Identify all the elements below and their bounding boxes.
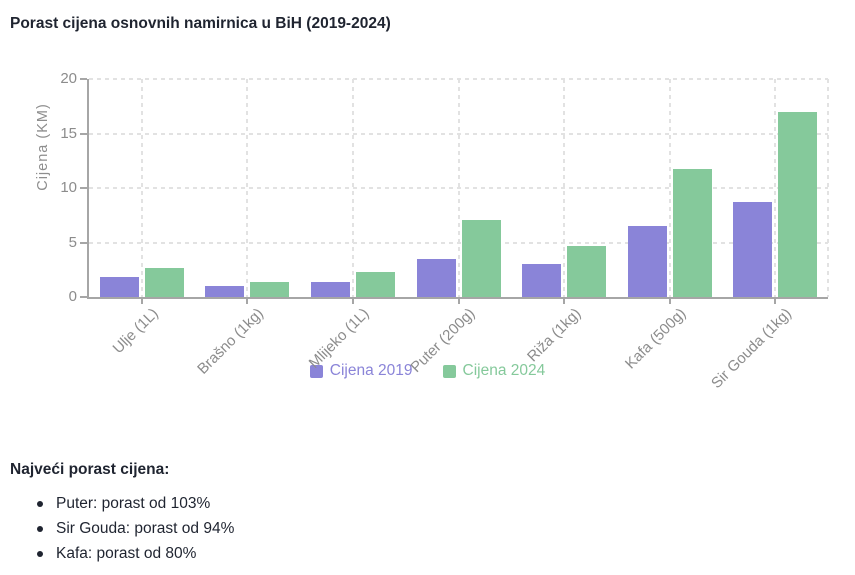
highlights-list: Puter: porast od 103% Sir Gouda: porast o… (10, 491, 234, 566)
legend-label: Cijena 2024 (462, 362, 546, 379)
v-gridline (140, 79, 143, 297)
highlight-text: Sir Gouda: porast od 94% (56, 519, 235, 537)
legend-swatch (309, 364, 323, 378)
legend-swatch (442, 364, 456, 378)
plot-area (87, 78, 829, 299)
y-tick (80, 132, 87, 135)
y-tick (80, 187, 87, 189)
x-tick (457, 299, 460, 304)
bar (144, 267, 184, 297)
y-tick-label: 0 (68, 288, 77, 305)
x-tick-label: Ulje (1L) (109, 305, 162, 358)
v-gridline (774, 79, 777, 297)
bar (522, 264, 562, 297)
bar (567, 245, 607, 297)
y-tick-label: 20 (60, 70, 77, 87)
v-gridline (351, 79, 354, 297)
bar (355, 271, 395, 297)
x-tick-label: Riža (1kg) (523, 305, 585, 366)
y-tick-label: 5 (68, 233, 77, 251)
x-tick (246, 299, 249, 304)
highlight-text: Kafa: porast od 80% (56, 544, 197, 562)
x-tick (774, 299, 777, 304)
x-tick (668, 299, 671, 304)
bar (310, 281, 350, 297)
highlight-item: Sir Gouda: porast od 94% (10, 516, 234, 541)
bullet-dot (37, 525, 43, 532)
bar-chart: Cijena (KM) Cijena 2019 Cijena 2024 0 5 10 1… (0, 70, 855, 392)
bar (778, 111, 818, 297)
bar (99, 277, 139, 297)
bullet-dot (37, 500, 43, 507)
bullet-dot (37, 550, 43, 557)
highlight-item: Puter: porast od 103% (10, 491, 234, 516)
v-gridline (457, 79, 460, 297)
bar (205, 286, 245, 297)
x-tick (351, 299, 354, 304)
v-gridline (246, 79, 249, 297)
bar (672, 169, 712, 297)
x-tick (140, 299, 143, 304)
highlight-text: Puter: porast od 103% (56, 494, 211, 512)
y-axis-label: Cijena (KM) (35, 103, 51, 191)
bar (250, 281, 290, 297)
bar (416, 258, 456, 297)
legend-item: Cijena 2019 (309, 362, 413, 380)
legend-label: Cijena 2019 (329, 362, 413, 379)
x-tick (563, 299, 566, 304)
highlight-item: Kafa: porast od 80% (10, 541, 234, 566)
bar (627, 226, 667, 297)
bar (733, 201, 773, 297)
v-gridline (668, 79, 671, 297)
bar (461, 219, 501, 297)
chart-title: Porast cijena osnovnih namirnica u BiH (… (10, 15, 391, 32)
v-gridline (563, 79, 566, 297)
y-tick-label: 10 (60, 179, 77, 196)
y-tick (80, 78, 87, 80)
chart-right-border (827, 79, 829, 297)
y-tick-label: 15 (60, 124, 77, 142)
chart-legend: Cijena 2019 Cijena 2024 (0, 362, 855, 380)
highlights-heading: Najveći porast cijena: (10, 461, 170, 478)
legend-item: Cijena 2024 (442, 362, 546, 380)
y-tick (80, 241, 87, 244)
y-tick (80, 296, 87, 298)
